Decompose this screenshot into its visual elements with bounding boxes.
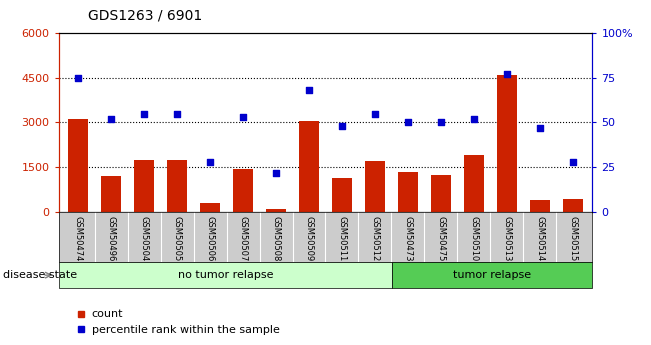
Text: GSM50508: GSM50508 [271, 216, 281, 262]
Text: GSM50512: GSM50512 [370, 216, 380, 262]
Text: disease state: disease state [3, 270, 77, 280]
Bar [59, 262, 392, 288]
Text: GSM50515: GSM50515 [568, 216, 577, 262]
Point [238, 114, 248, 120]
Point [337, 123, 347, 129]
Text: GSM50509: GSM50509 [305, 216, 314, 262]
Point [106, 116, 117, 122]
Point [271, 170, 281, 176]
Text: GSM50514: GSM50514 [535, 216, 544, 262]
Text: tumor relapse: tumor relapse [453, 270, 531, 280]
Bar [233, 169, 253, 212]
Bar [398, 172, 418, 212]
Text: GDS1263 / 6901: GDS1263 / 6901 [88, 9, 202, 23]
Point [304, 87, 314, 93]
Bar [167, 160, 187, 212]
Bar [68, 119, 89, 212]
Bar [562, 199, 583, 212]
Point [436, 120, 446, 125]
Bar [431, 175, 450, 212]
Text: GSM50475: GSM50475 [436, 216, 445, 262]
Point [73, 75, 83, 80]
Bar [464, 155, 484, 212]
Bar [266, 209, 286, 212]
Bar [365, 161, 385, 212]
Bar [102, 176, 121, 212]
Legend: count, percentile rank within the sample: count, percentile rank within the sample [71, 305, 284, 339]
Bar [134, 160, 154, 212]
Text: GSM50474: GSM50474 [74, 216, 83, 262]
Point [370, 111, 380, 116]
Text: GSM50510: GSM50510 [469, 216, 478, 262]
Text: GSM50511: GSM50511 [337, 216, 346, 262]
Text: GSM50496: GSM50496 [107, 216, 116, 262]
Point [534, 125, 545, 131]
Bar [201, 203, 220, 212]
Text: GSM50513: GSM50513 [502, 216, 511, 262]
Text: GSM50473: GSM50473 [404, 216, 412, 262]
Text: no tumor relapse: no tumor relapse [178, 270, 273, 280]
Point [205, 159, 215, 165]
Point [469, 116, 479, 122]
Text: GSM50507: GSM50507 [239, 216, 247, 262]
Bar [299, 121, 319, 212]
Bar [392, 262, 592, 288]
Point [568, 159, 578, 165]
Bar [332, 178, 352, 212]
Point [501, 71, 512, 77]
Point [172, 111, 182, 116]
Point [403, 120, 413, 125]
Text: GSM50504: GSM50504 [140, 216, 149, 262]
Point [139, 111, 150, 116]
Text: GSM50505: GSM50505 [173, 216, 182, 262]
Text: GSM50506: GSM50506 [206, 216, 215, 262]
Bar [497, 75, 517, 212]
Bar [530, 200, 549, 212]
